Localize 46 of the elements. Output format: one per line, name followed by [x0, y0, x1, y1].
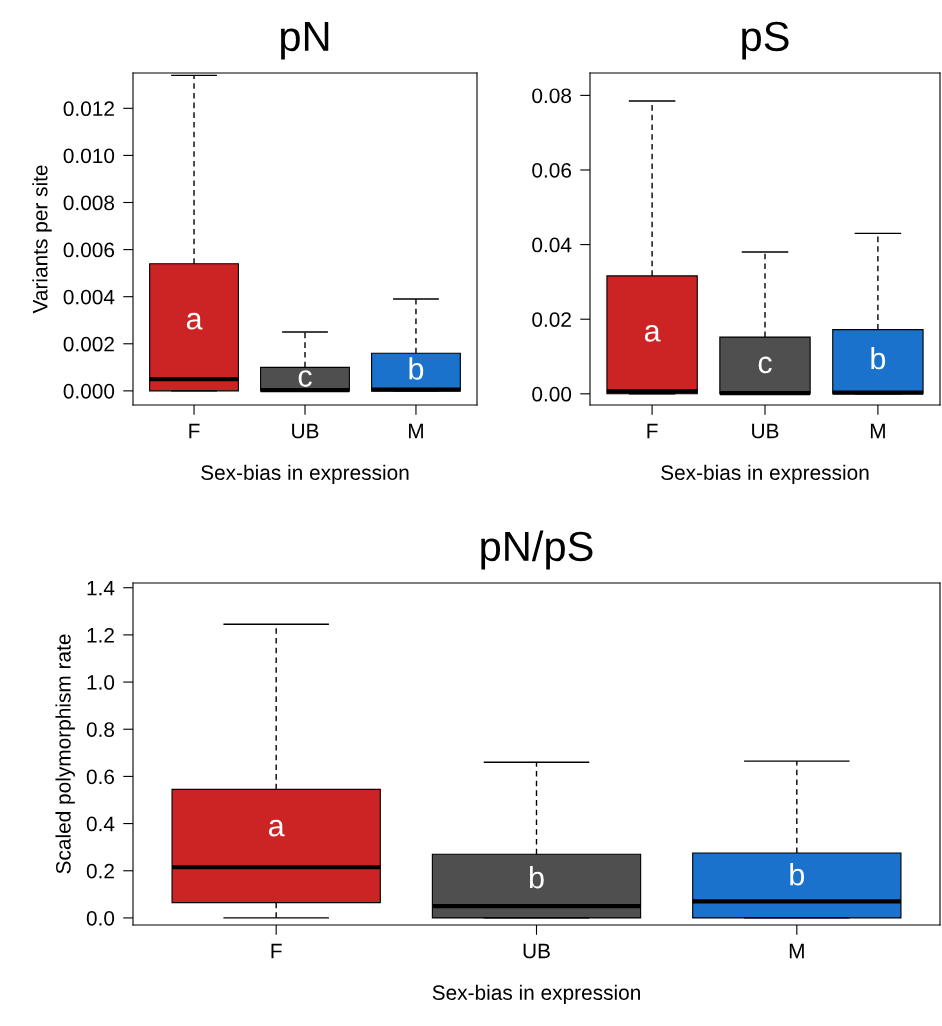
y-tick-label: 0.06: [532, 162, 572, 178]
x-tick-label: UB: [523, 943, 550, 959]
y-tick-label: 0.006: [63, 242, 115, 258]
y-tick-label: 0.6: [86, 769, 115, 785]
x-axis-title: Sex-bias in expression: [661, 464, 869, 485]
y-tick-label: 0.8: [86, 722, 115, 737]
y-tick-label: 0.04: [532, 237, 572, 253]
y-tick-label: 1.0: [87, 675, 115, 690]
annotation: c: [298, 370, 312, 387]
x-tick-label: M: [409, 423, 423, 439]
annotation: b: [871, 346, 886, 370]
y-tick-label: 0.2: [86, 863, 114, 879]
x-tick-label: F: [271, 943, 282, 959]
y-tick-label: 0.02: [532, 312, 571, 327]
y-tick-label: 0.008: [63, 195, 115, 211]
x-tick-label: UB: [752, 423, 779, 439]
x-tick-label: M: [870, 423, 885, 439]
chart-title: pN: [281, 22, 329, 60]
x-tick-label: UB: [292, 423, 319, 439]
x-axis-title: Sex-bias in expression: [201, 464, 409, 485]
x-axis-title: Sex-bias in expression: [432, 984, 640, 1005]
y-tick-label: 0.00: [532, 386, 572, 402]
annotation: b: [529, 865, 544, 889]
y-tick-label: 0.012: [63, 101, 114, 117]
y-axis-title: Variants per site: [32, 165, 52, 314]
y-tick-label: 0.4: [86, 816, 115, 832]
y-tick-label: 0.000: [63, 383, 115, 399]
x-tick-label: F: [647, 423, 658, 439]
annotation: a: [644, 325, 661, 342]
y-tick-label: 0.002: [63, 336, 114, 352]
y-tick-label: 1.2: [87, 627, 114, 643]
y-tick-label: 0.004: [63, 289, 115, 305]
annotation: b: [409, 357, 424, 380]
y-tick-label: 0.0: [86, 910, 115, 926]
x-tick-label: F: [189, 423, 200, 439]
annotation: c: [758, 356, 772, 374]
annotation: b: [790, 863, 805, 886]
x-tick-label: M: [789, 943, 804, 959]
y-tick-label: 0.08: [532, 88, 572, 104]
y-axis-title: Scaled polymorphism rate: [55, 634, 75, 874]
chart-title: pS: [742, 21, 789, 60]
chart-title: pN/pS: [481, 530, 593, 570]
y-tick-label: 0.010: [63, 148, 115, 164]
annotation: a: [268, 819, 285, 837]
annotation: a: [186, 312, 203, 330]
y-tick-label: 1.4: [87, 580, 115, 596]
